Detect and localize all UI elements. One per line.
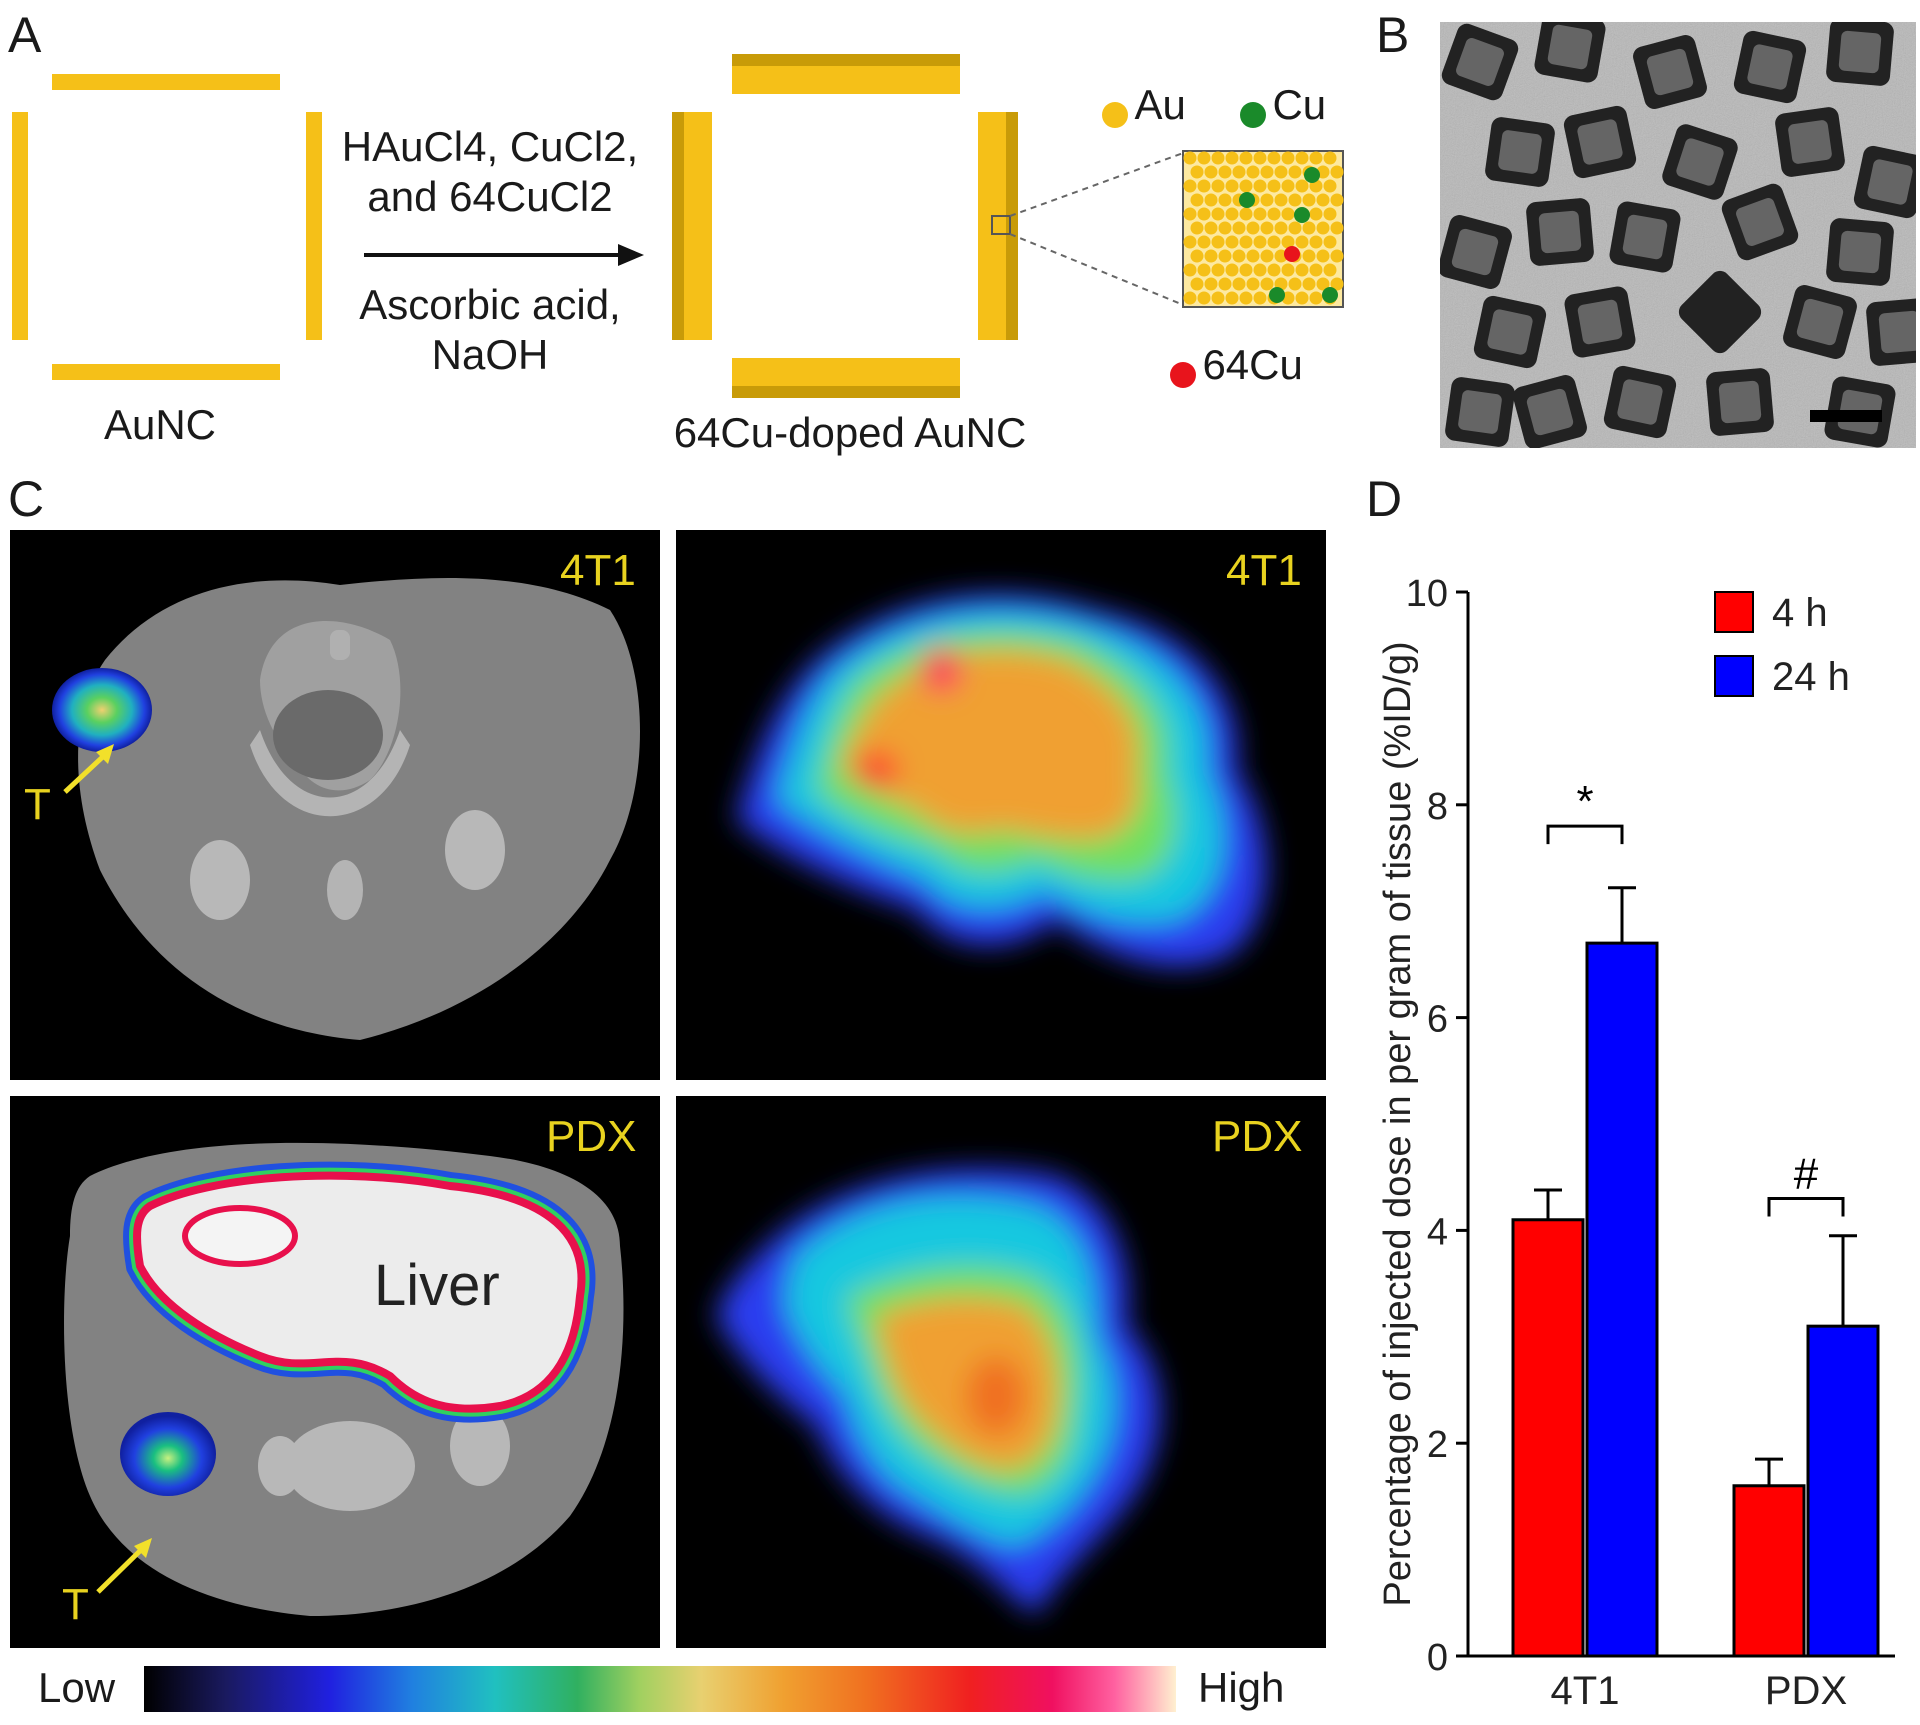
reagents-line1: HAuCl4, CuCl2, <box>341 123 639 170</box>
legend-label: 24 h <box>1772 655 1850 699</box>
nanocage <box>1783 285 1857 359</box>
label-pdx-pet: PDX <box>1212 1112 1303 1161</box>
nanocage <box>1826 22 1894 86</box>
nanocage <box>1441 23 1519 101</box>
cu-atom <box>1322 287 1338 303</box>
nanocage <box>1721 183 1799 261</box>
bar <box>1585 941 1659 1658</box>
colorbar-high-label: High <box>1198 1664 1285 1711</box>
nanocage <box>1853 145 1916 219</box>
conditions-line1: Ascorbic acid, <box>359 281 621 328</box>
nanocage <box>1485 117 1555 187</box>
legend-au-label: Au <box>1134 81 1186 128</box>
nanocage <box>1706 368 1774 436</box>
pointer-t-pdx: T <box>62 1580 89 1629</box>
conditions-text: Ascorbic acid, NaOH <box>330 280 650 381</box>
y-tick-label: 10 <box>1406 573 1448 615</box>
reagents-text: HAuCl4, CuCl2, and 64CuCl2 <box>330 122 650 223</box>
bar <box>1806 1324 1880 1658</box>
reaction-arrow <box>364 244 644 266</box>
doped-aunc-frame <box>672 54 1018 398</box>
nanocage <box>1609 201 1681 273</box>
legend-cu: Cu <box>1238 80 1326 130</box>
label-4t1-petct: 4T1 <box>560 546 636 595</box>
bar-chart: 0 2 4 6 8 10 Percentage of injected dose in pe… <box>1377 573 1895 1713</box>
panel-d-letter: D <box>1366 471 1403 527</box>
cu64-atom <box>1284 246 1300 262</box>
lattice-inset <box>1182 150 1344 308</box>
y-axis-label: Percentage of injected dose in per gram … <box>1377 641 1419 1606</box>
y-tick-label: 8 <box>1427 786 1448 828</box>
scale-bar <box>1810 410 1882 422</box>
nanocage <box>1603 365 1677 439</box>
nanocage <box>1513 375 1587 448</box>
cu-dot-icon <box>1240 101 1266 128</box>
panel-a-letter: A <box>8 7 42 63</box>
nanocage <box>1563 105 1637 179</box>
legend-cu-label: Cu <box>1272 81 1327 128</box>
cu-atom <box>1239 192 1255 208</box>
nanocage <box>1526 198 1594 266</box>
panel-b-letter: B <box>1376 7 1410 63</box>
conditions-line2: NaOH <box>431 331 549 379</box>
y-tick-label: 6 <box>1427 999 1448 1041</box>
colorbar-low-label: Low <box>38 1664 116 1711</box>
legend-au: Au <box>1100 80 1186 130</box>
nanocage <box>1678 270 1762 354</box>
tem-image <box>1440 22 1916 448</box>
aunc-label: AuNC <box>103 401 217 448</box>
pet-ct-pdx <box>10 1096 660 1648</box>
x-category-label: PDX <box>1765 1669 1847 1713</box>
significance-mark: # <box>1794 1149 1819 1198</box>
au-dot-icon <box>1102 101 1128 128</box>
nanocage <box>1866 298 1916 366</box>
cu-atom <box>1269 287 1285 303</box>
bar <box>1511 1218 1585 1658</box>
label-4t1-pet: 4T1 <box>1226 546 1302 595</box>
pet-pdx <box>676 1096 1326 1648</box>
y-tick-label: 0 <box>1427 1637 1448 1679</box>
legend-label: 4 h <box>1772 591 1828 635</box>
nanocage <box>1633 35 1707 109</box>
cu-atom <box>1294 207 1310 223</box>
legend-64cu-label: 64Cu <box>1202 341 1303 388</box>
liver-label: Liver <box>374 1253 500 1318</box>
doped-aunc-label: 64Cu-doped AuNC <box>673 409 1027 456</box>
nanocage <box>1733 30 1807 104</box>
colorbar <box>144 1666 1176 1712</box>
nanocage <box>1534 22 1606 83</box>
legend-swatch <box>1714 591 1754 633</box>
nanocage <box>1775 107 1845 177</box>
nanocage <box>1440 215 1512 289</box>
64cu-dot-icon <box>1170 361 1196 388</box>
nanocage <box>1445 377 1515 447</box>
pet-4t1 <box>676 530 1326 1080</box>
legend-64cu: 64Cu <box>1168 340 1303 390</box>
nanocage <box>1473 295 1547 369</box>
x-category-label: 4T1 <box>1551 1669 1620 1713</box>
pointer-t-4t1: T <box>24 780 51 829</box>
bar <box>1732 1484 1806 1658</box>
pet-ct-4t1 <box>10 530 660 1080</box>
reagents-line2: and 64CuCl2 <box>367 173 613 221</box>
y-tick-label: 4 <box>1427 1211 1448 1253</box>
significance-bracket <box>1767 1196 1845 1217</box>
label-pdx-petct: PDX <box>546 1112 637 1161</box>
aunc-frame <box>12 74 322 380</box>
nanocage <box>1662 124 1738 200</box>
nanocage <box>1826 218 1894 286</box>
significance-bracket <box>1546 824 1624 845</box>
zoom-lines <box>1010 151 1187 307</box>
legend-swatch <box>1714 655 1754 697</box>
nanocage <box>1564 286 1636 358</box>
y-tick-label: 2 <box>1427 1424 1448 1466</box>
panel-c-letter: C <box>8 471 45 527</box>
cu-atom <box>1304 167 1320 183</box>
significance-mark: * <box>1576 777 1593 826</box>
